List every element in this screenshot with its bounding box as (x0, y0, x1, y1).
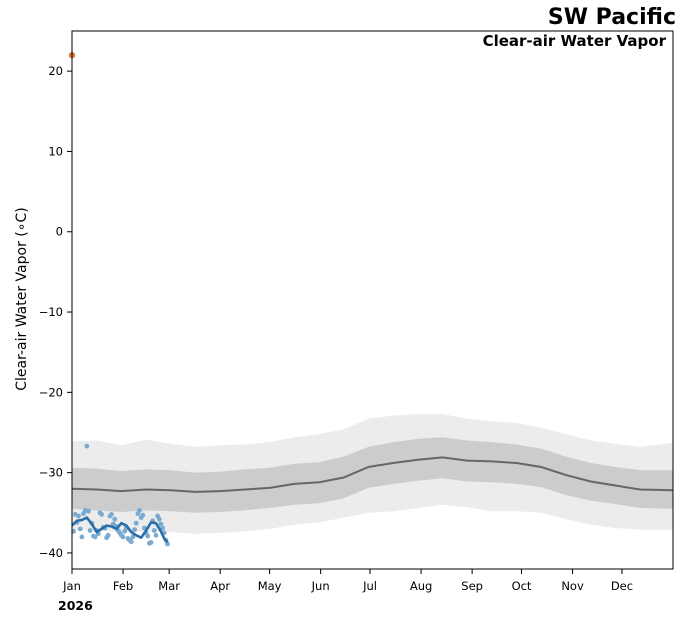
x-tick-label: Jul (362, 579, 377, 593)
daily-point (86, 508, 91, 514)
x-tick-label: Nov (561, 579, 584, 593)
y-tick-label: −30 (39, 466, 63, 480)
daily-point (151, 528, 157, 533)
current-year-path (71, 516, 169, 544)
daily-point (105, 532, 111, 538)
x-tick-label: Apr (210, 579, 230, 593)
y-tick-label: −40 (39, 546, 63, 560)
daily-point (99, 512, 104, 517)
y-tick-label: 10 (48, 144, 63, 158)
daily-point (153, 532, 159, 538)
x-tick-label: Oct (512, 579, 532, 593)
x-axis-ticks: Jan Feb Mar Apr May Jun Jul Aug Sep Oct Nov Dec (62, 569, 633, 593)
x-tick-label: Aug (410, 579, 432, 593)
y-tick-label: −10 (39, 305, 63, 319)
daily-point (77, 526, 83, 532)
daily-point (128, 539, 134, 545)
y-tick-label: 20 (48, 64, 63, 78)
daily-point (79, 534, 85, 540)
daily-point (120, 534, 126, 540)
x-tick-label: Jan (62, 579, 81, 593)
daily-point (132, 527, 138, 533)
daily-point (84, 443, 90, 449)
x-tick-label: Feb (113, 579, 133, 593)
x-tick-label: Mar (158, 579, 180, 593)
daily-point (158, 521, 164, 527)
daily-point (76, 513, 81, 519)
daily-point (133, 520, 139, 526)
daily-point (109, 512, 114, 517)
y-axis-label: Clear-air Water Vapor (∘C) (14, 207, 30, 390)
x-tick-label: Jun (311, 579, 330, 593)
chart-subtitle: Clear-air Water Vapor (483, 32, 667, 50)
daily-point (112, 516, 118, 522)
x-tick-label: Dec (611, 579, 633, 593)
daily-point (130, 534, 136, 540)
chart-title: SW Pacific (548, 5, 676, 30)
daily-point (140, 512, 146, 518)
climatology-mean-path (71, 456, 674, 493)
x-tick-label: May (258, 579, 282, 593)
daily-point (137, 508, 142, 513)
daily-point (87, 528, 93, 533)
y-axis-ticks: −40 −30 −20 −10 0 10 20 (39, 64, 72, 560)
daily-point (148, 540, 154, 545)
current-year-line (71, 516, 169, 544)
y-tick-label: −20 (39, 385, 63, 399)
year-label: 2026 (58, 598, 93, 613)
daily-point (92, 534, 98, 540)
x-tick-label: Sep (461, 579, 483, 593)
inner-band-area (72, 437, 673, 513)
plot-frame (71, 30, 674, 570)
daily-point (145, 533, 151, 539)
plot-area (68, 51, 674, 547)
inner-percentile-band (72, 437, 673, 513)
climatology-mean-line (71, 456, 674, 493)
daily-point (156, 516, 162, 522)
daily-point (160, 525, 166, 531)
y-tick-label: 0 (56, 225, 63, 239)
